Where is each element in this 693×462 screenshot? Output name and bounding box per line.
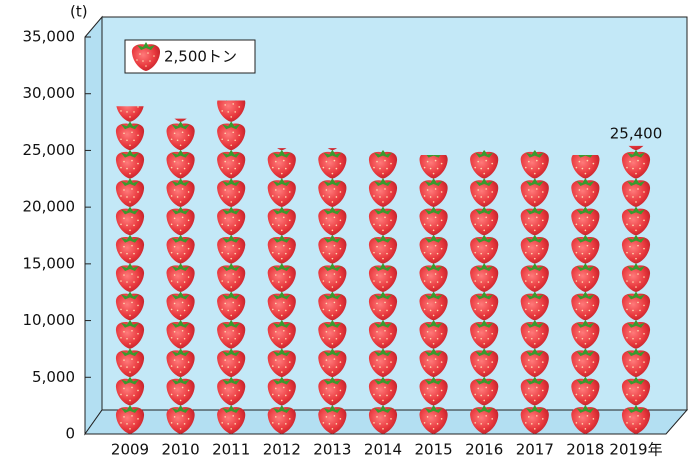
y-tick-label: 35,000: [23, 28, 76, 46]
side-wall: [85, 17, 102, 434]
bar: [268, 121, 296, 434]
x-tick-label: 2012: [263, 441, 301, 459]
x-tick-label: 2017: [516, 441, 554, 459]
x-tick-label: 2015: [415, 441, 453, 459]
bar: [318, 121, 346, 434]
x-tick-label: 2009: [111, 441, 149, 459]
x-tick-label: 2016: [465, 441, 503, 459]
y-tick-label: 30,000: [23, 84, 76, 102]
x-tick-label: 2018: [566, 441, 604, 459]
legend-label: 2,500トン: [164, 48, 237, 66]
y-tick-label: 20,000: [23, 198, 76, 216]
bar: [622, 121, 650, 434]
x-tick-label: 2014: [364, 441, 402, 459]
y-tick-label: 10,000: [23, 311, 76, 329]
value-label: 25,400: [610, 124, 663, 142]
y-unit: (t): [70, 3, 88, 21]
y-tick-label: 25,000: [23, 141, 76, 159]
y-tick-label: 5,000: [32, 368, 75, 386]
chart: (t) 2,500トン 0 5,000 10,000 15,000 20,000 25,0…: [0, 0, 693, 462]
x-tick-label: 2010: [162, 441, 200, 459]
y-tick-label: 0: [65, 425, 75, 443]
x-tick-label: 2013: [313, 441, 351, 459]
y-tick-label: 15,000: [23, 254, 76, 272]
x-tick-label: 2019年: [609, 441, 662, 459]
x-tick-label: 2011: [212, 441, 250, 459]
